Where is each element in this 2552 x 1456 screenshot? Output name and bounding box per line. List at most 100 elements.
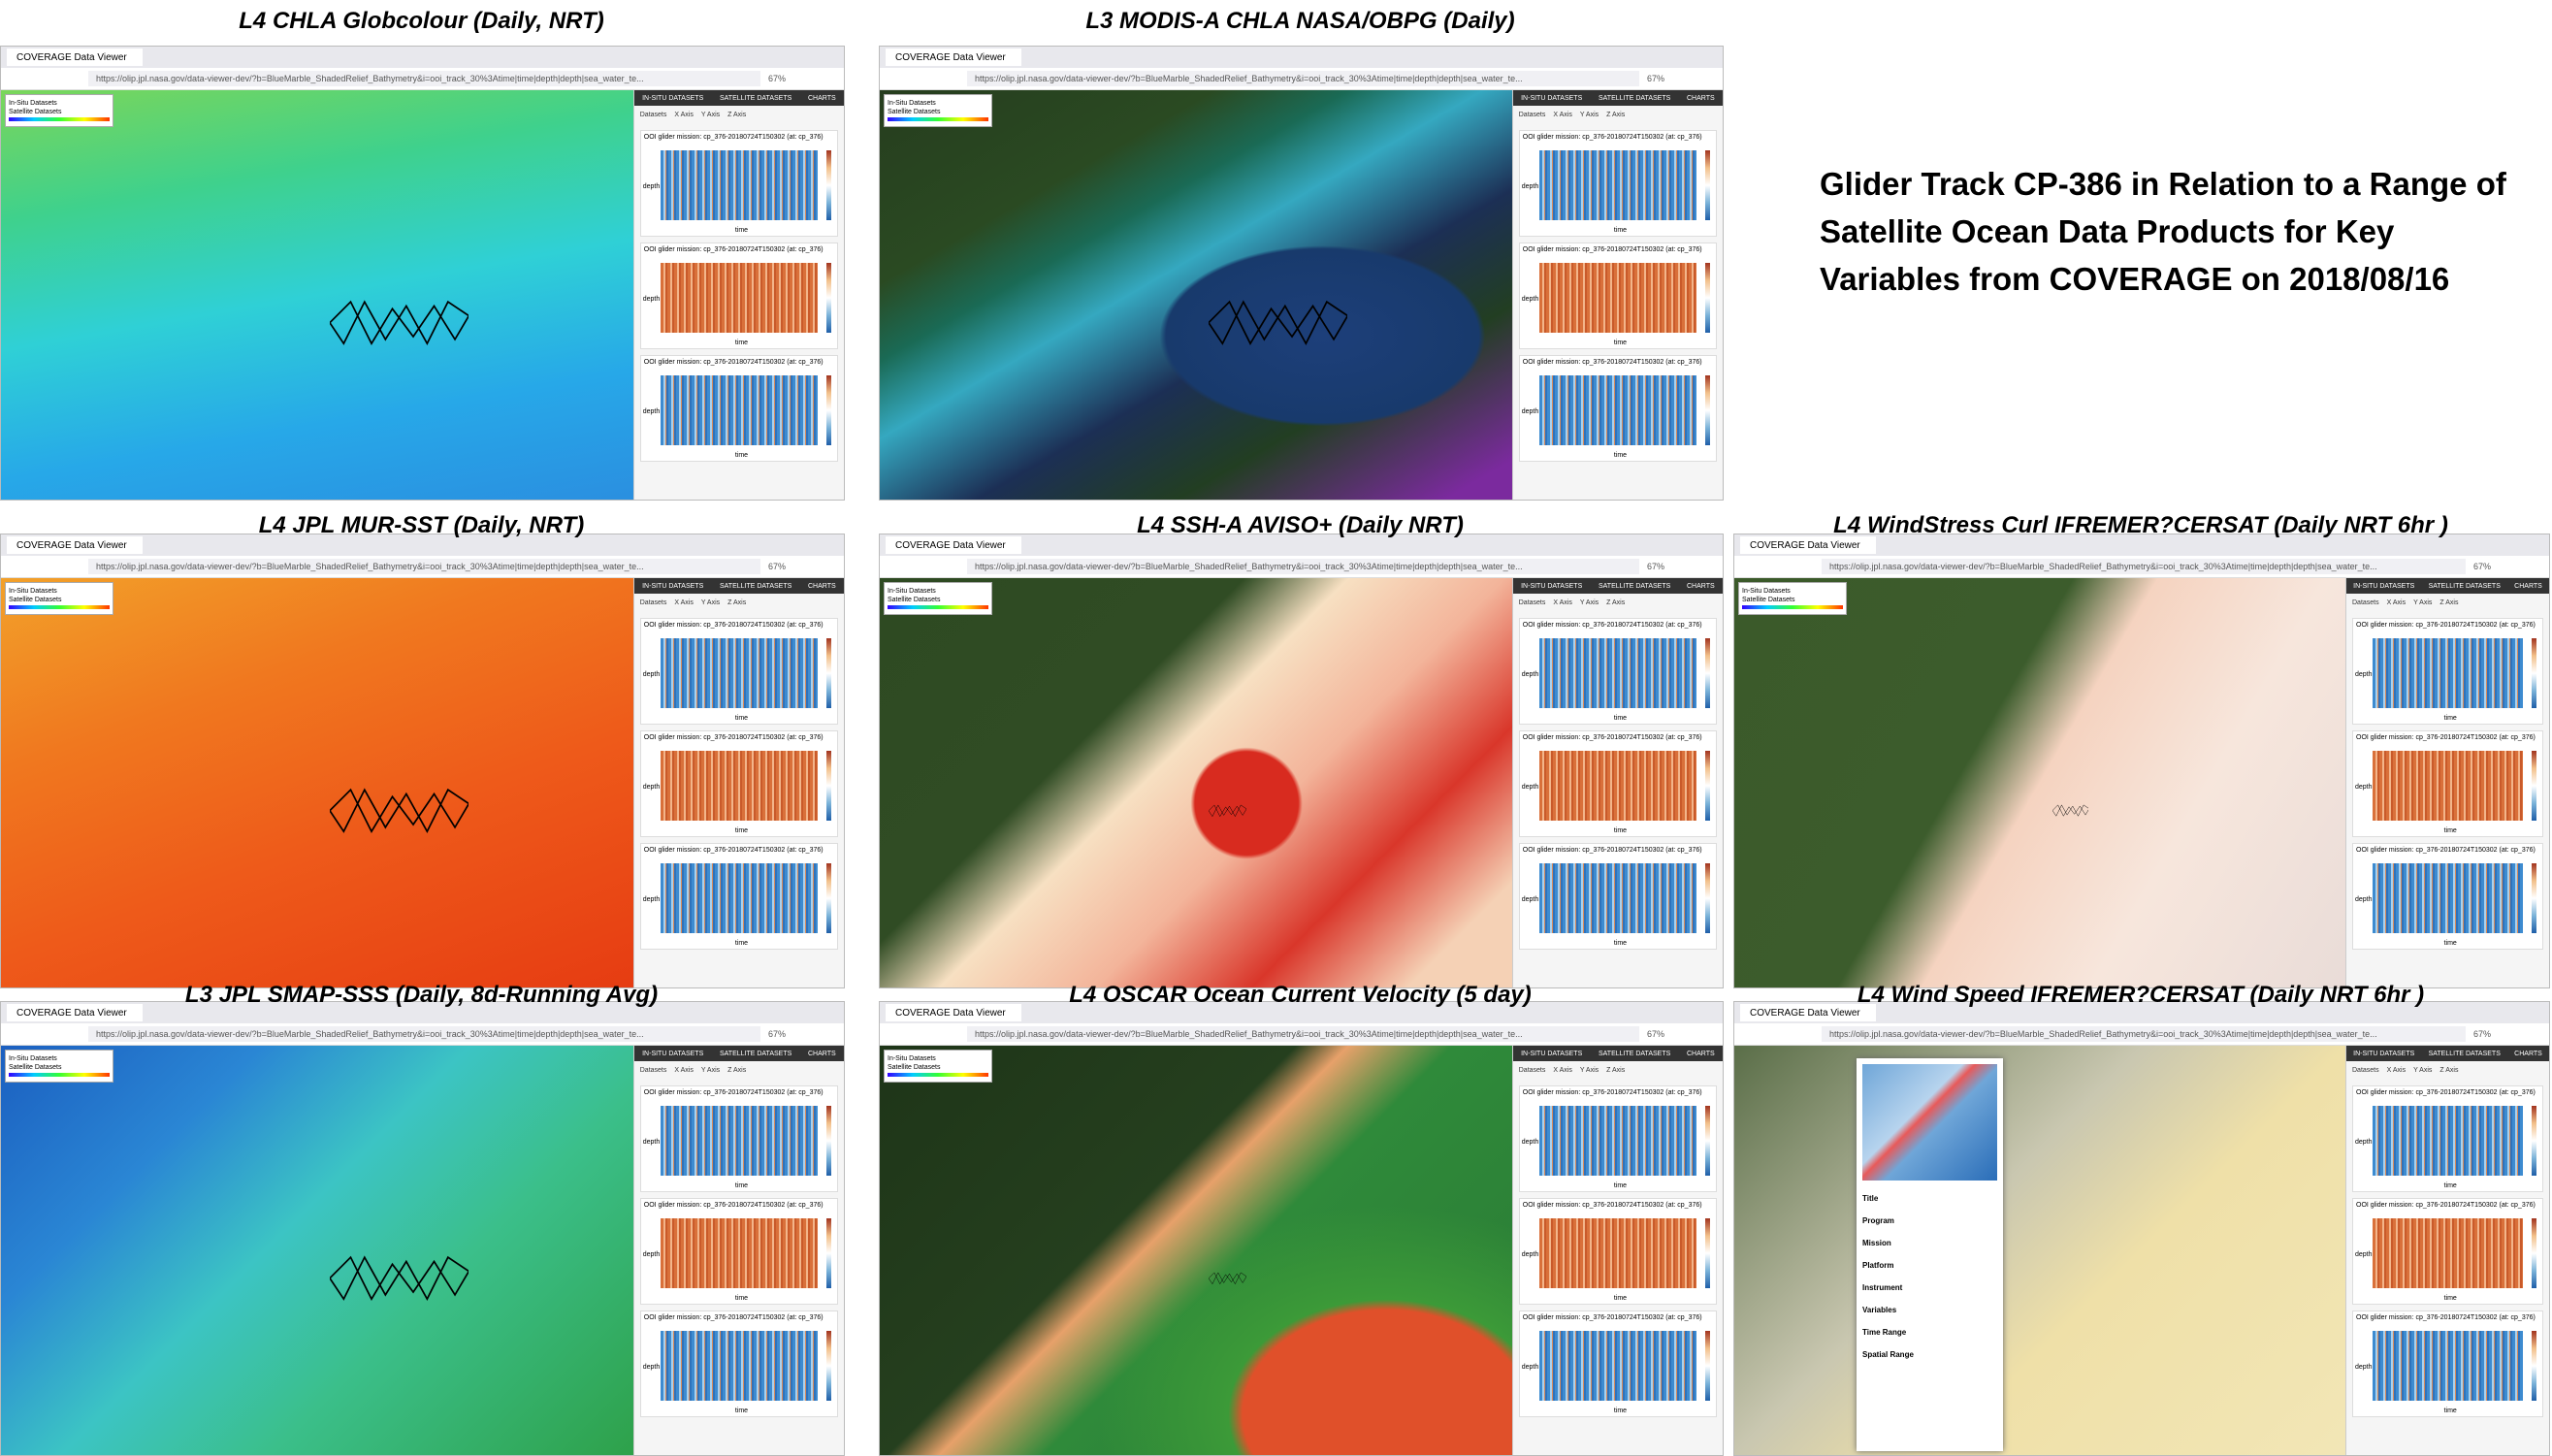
control[interactable]: Z Axis <box>1606 112 1626 118</box>
chart-plot <box>1538 638 1696 708</box>
screenshot: COVERAGE Data Viewer https://olip.jpl.nas… <box>1733 534 2550 988</box>
url-bar[interactable]: https://olip.jpl.nasa.gov/data-viewer-de… <box>967 71 1639 86</box>
control[interactable]: Datasets <box>1518 112 1546 118</box>
control[interactable]: Z Axis <box>2439 599 2459 606</box>
control[interactable]: Datasets <box>639 599 667 606</box>
url-bar[interactable]: https://olip.jpl.nasa.gov/data-viewer-de… <box>1822 559 2466 574</box>
side-tab[interactable]: IN-SITU DATASETS <box>642 1050 704 1057</box>
addr: https://olip.jpl.nasa.gov/data-viewer-de… <box>880 1023 1723 1046</box>
control[interactable]: X Axis <box>674 599 694 606</box>
browser-tab[interactable]: COVERAGE Data Viewer <box>1740 1004 1876 1021</box>
url-bar[interactable]: https://olip.jpl.nasa.gov/data-viewer-de… <box>88 1026 760 1042</box>
side-tab[interactable]: SATELLITE DATASETS <box>1598 94 1671 102</box>
control[interactable]: Datasets <box>1518 599 1546 606</box>
control[interactable]: X Axis <box>674 1067 694 1074</box>
y-axis-label: depth <box>1521 784 1539 791</box>
chart-colorbar <box>1705 150 1710 220</box>
side-tab[interactable]: IN-SITU DATASETS <box>1521 94 1583 102</box>
map: In-Situ Datasets Satellite Datasets <box>880 578 1512 987</box>
side-tab[interactable]: SATELLITE DATASETS <box>719 94 792 102</box>
side-tab[interactable]: IN-SITU DATASETS <box>642 582 704 590</box>
control[interactable]: Z Axis <box>727 1067 747 1074</box>
control[interactable]: Y Axis <box>700 599 721 606</box>
browser-tab[interactable]: COVERAGE Data Viewer <box>7 1004 143 1021</box>
control[interactable]: Z Axis <box>1606 599 1626 606</box>
side-tab[interactable]: SATELLITE DATASETS <box>2428 1050 2501 1057</box>
control[interactable]: Y Axis <box>1579 1067 1599 1074</box>
chart-card: OOI glider mission: cp_376-20180724T1503… <box>639 355 838 462</box>
side-tab[interactable]: IN-SITU DATASETS <box>1521 582 1583 590</box>
glider-track <box>329 788 469 834</box>
control[interactable]: Datasets <box>1518 1067 1546 1074</box>
control[interactable]: Y Axis <box>2413 1067 2433 1074</box>
url-bar[interactable]: https://olip.jpl.nasa.gov/data-viewer-de… <box>967 559 1639 574</box>
chart-plot <box>660 150 818 220</box>
url-bar[interactable]: https://olip.jpl.nasa.gov/data-viewer-de… <box>1822 1026 2466 1042</box>
side-tab[interactable]: SATELLITE DATASETS <box>719 1050 792 1057</box>
url-bar[interactable]: https://olip.jpl.nasa.gov/data-viewer-de… <box>88 559 760 574</box>
chart-card: OOI glider mission: cp_376-20180724T1503… <box>639 1085 838 1192</box>
y-axis-label: depth <box>1521 408 1539 415</box>
side-tab[interactable]: CHARTS <box>1686 94 1715 102</box>
browser-tab[interactable]: COVERAGE Data Viewer <box>7 49 143 66</box>
control[interactable]: Datasets <box>639 112 667 118</box>
browser-tab[interactable]: COVERAGE Data Viewer <box>886 1004 1021 1021</box>
browser-tab[interactable]: COVERAGE Data Viewer <box>7 536 143 554</box>
side-tab[interactable]: IN-SITU DATASETS <box>2353 1050 2415 1057</box>
control[interactable]: Z Axis <box>1606 1067 1626 1074</box>
zoom: 67% <box>2472 562 2491 571</box>
url-bar[interactable]: https://olip.jpl.nasa.gov/data-viewer-de… <box>88 71 760 86</box>
browser-tab[interactable]: COVERAGE Data Viewer <box>1740 536 1876 554</box>
control[interactable]: Z Axis <box>727 599 747 606</box>
map: In-Situ Datasets Satellite Datasets <box>1 90 633 500</box>
side-tab[interactable]: IN-SITU DATASETS <box>642 94 704 102</box>
control[interactable]: X Axis <box>674 112 694 118</box>
side-tab[interactable]: CHARTS <box>807 582 836 590</box>
side-tab[interactable]: CHARTS <box>2514 1050 2542 1057</box>
control[interactable]: X Axis <box>2386 1067 2407 1074</box>
chart-controls: Datasets X Axis Y Axis Z Axis <box>634 594 844 612</box>
url-bar[interactable]: https://olip.jpl.nasa.gov/data-viewer-de… <box>967 1026 1639 1042</box>
side-tab[interactable]: CHARTS <box>1686 582 1715 590</box>
chart-colorbar <box>826 1218 831 1288</box>
side-tab[interactable]: CHARTS <box>807 1050 836 1057</box>
map: In-Situ Datasets Satellite Datasets <box>1 578 633 987</box>
browser-tab[interactable]: COVERAGE Data Viewer <box>886 536 1021 554</box>
control[interactable]: Z Axis <box>727 112 747 118</box>
side-tab[interactable]: CHARTS <box>807 94 836 102</box>
chart-title: OOI glider mission: cp_376-20180724T1503… <box>2356 1089 2536 1096</box>
addr: https://olip.jpl.nasa.gov/data-viewer-de… <box>880 68 1723 90</box>
side-tab[interactable]: SATELLITE DATASETS <box>719 582 792 590</box>
chart-title: OOI glider mission: cp_376-20180724T1503… <box>643 359 824 366</box>
control[interactable]: Y Axis <box>1579 112 1599 118</box>
side-tab[interactable]: CHARTS <box>2514 582 2542 590</box>
y-axis-label: depth <box>642 671 661 678</box>
control[interactable]: X Axis <box>1553 1067 1572 1074</box>
control[interactable]: Y Axis <box>1579 599 1599 606</box>
side-tab[interactable]: IN-SITU DATASETS <box>1521 1050 1583 1057</box>
control[interactable]: Y Axis <box>2413 599 2433 606</box>
control[interactable]: Z Axis <box>2439 1067 2459 1074</box>
side-tab[interactable]: SATELLITE DATASETS <box>2428 582 2501 590</box>
browser-tab[interactable]: COVERAGE Data Viewer <box>886 49 1021 66</box>
side-tab[interactable]: SATELLITE DATASETS <box>1598 1050 1671 1057</box>
side-tab[interactable]: CHARTS <box>1686 1050 1715 1057</box>
chart-title: OOI glider mission: cp_376-20180724T1503… <box>643 734 824 741</box>
control[interactable]: X Axis <box>2386 599 2407 606</box>
side-tab[interactable]: IN-SITU DATASETS <box>2353 582 2415 590</box>
x-axis-label: time <box>734 227 749 234</box>
control[interactable]: Datasets <box>639 1067 667 1074</box>
control[interactable]: X Axis <box>1553 112 1572 118</box>
control[interactable]: Datasets <box>2352 599 2379 606</box>
chart-title: OOI glider mission: cp_376-20180724T1503… <box>2356 734 2536 741</box>
panel-title: L4 Wind Speed IFREMER?CERSAT (Daily NRT … <box>1857 982 2425 1008</box>
control[interactable]: X Axis <box>1553 599 1572 606</box>
addr: https://olip.jpl.nasa.gov/data-viewer-de… <box>880 556 1723 578</box>
control[interactable]: Y Axis <box>700 1067 721 1074</box>
x-axis-label: time <box>1613 827 1628 834</box>
chart-plot <box>1538 863 1696 933</box>
control[interactable]: Datasets <box>2352 1067 2379 1074</box>
side-tab[interactable]: SATELLITE DATASETS <box>1598 582 1671 590</box>
control[interactable]: Y Axis <box>700 112 721 118</box>
